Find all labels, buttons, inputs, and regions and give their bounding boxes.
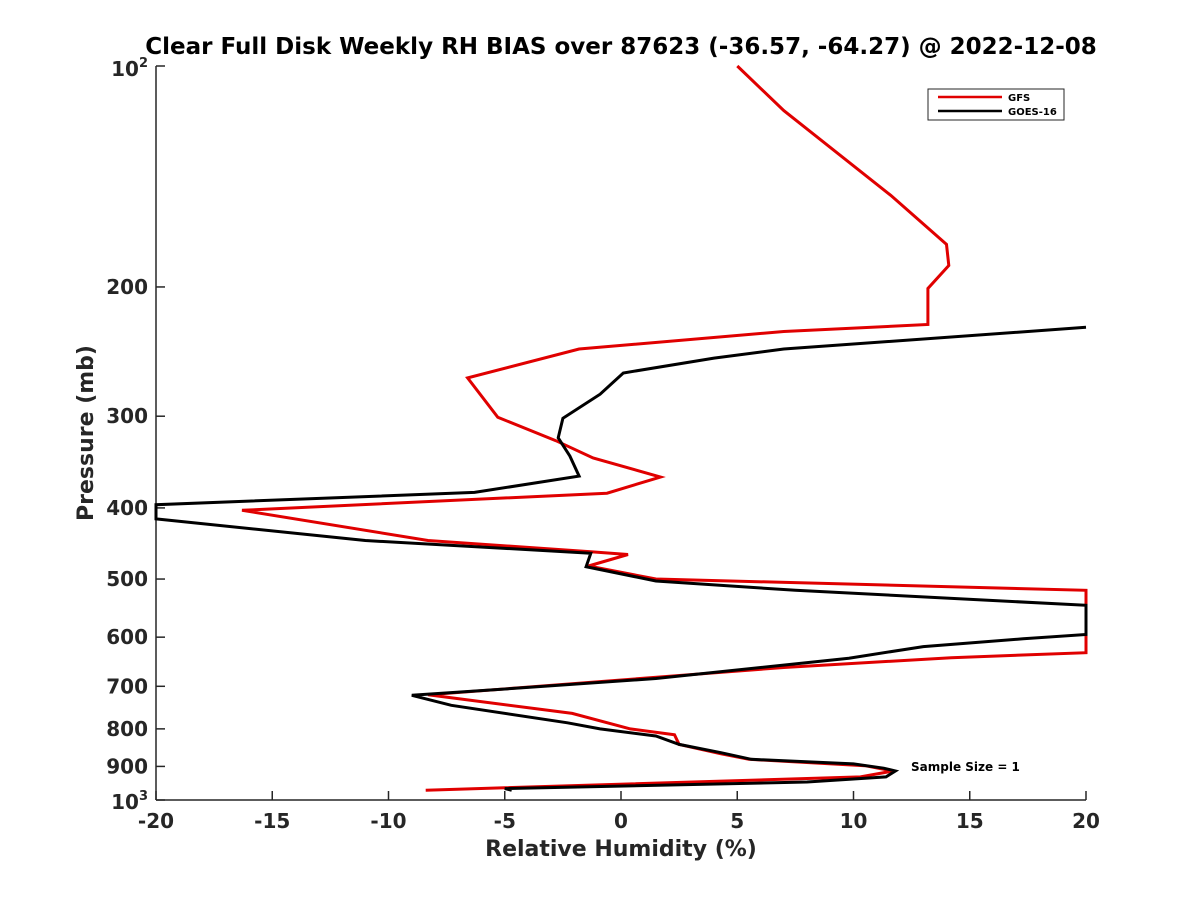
x-tick-label: 10 [840, 809, 868, 833]
x-ticks: -20 -15 -10 -5 0 5 10 15 20 [138, 791, 1100, 833]
y-tick-label: 700 [106, 674, 148, 698]
legend: GFS GOES-16 [927, 88, 1065, 121]
legend-box [927, 88, 1065, 121]
y-axis-label: Pressure (mb) [74, 345, 99, 521]
x-tick-label: -20 [138, 809, 174, 833]
svg-text:102: 102 [111, 56, 148, 81]
y-tick-label: 400 [106, 496, 148, 520]
x-tick-label: 15 [956, 809, 984, 833]
y-tick-top-exp: 2 [139, 56, 148, 71]
y-ticks: 200 300 400 500 600 700 800 900 [106, 65, 165, 801]
series-line-goes-16 [154, 325, 1088, 792]
y-tick-label: 300 [106, 404, 148, 428]
legend-label-gfs: GFS [1008, 93, 1030, 104]
x-tick-label: -10 [370, 809, 406, 833]
x-tick-label: -5 [494, 809, 516, 833]
y-tick-label-bottom: 103 [111, 789, 148, 814]
x-tick-label: 0 [614, 809, 628, 833]
y-tick-label: 900 [106, 754, 148, 778]
y-tick-bottom-exp: 3 [139, 789, 148, 804]
series-lines [154, 64, 1088, 792]
chart-title: Clear Full Disk Weekly RH BIAS over 8762… [145, 34, 1097, 60]
y-tick-bottom-base: 10 [111, 790, 139, 814]
x-tick-label: 20 [1072, 809, 1100, 833]
legend-label-goes-16: GOES-16 [1008, 107, 1057, 118]
svg-text:103: 103 [111, 789, 148, 814]
y-tick-label: 600 [106, 625, 148, 649]
y-tick-label: 500 [106, 567, 148, 591]
x-tick-label: 5 [730, 809, 744, 833]
series-line-gfs [241, 64, 1088, 792]
x-axis-label: Relative Humidity (%) [485, 837, 757, 862]
plot-frame [155, 66, 1086, 801]
y-tick-label: 800 [106, 717, 148, 741]
x-tick-label: -15 [254, 809, 290, 833]
y-tick-label: 200 [106, 275, 148, 299]
y-tick-top-base: 10 [111, 57, 139, 81]
sample-size-annotation: Sample Size = 1 [911, 760, 1020, 774]
y-tick-label-top: 102 [111, 56, 148, 81]
